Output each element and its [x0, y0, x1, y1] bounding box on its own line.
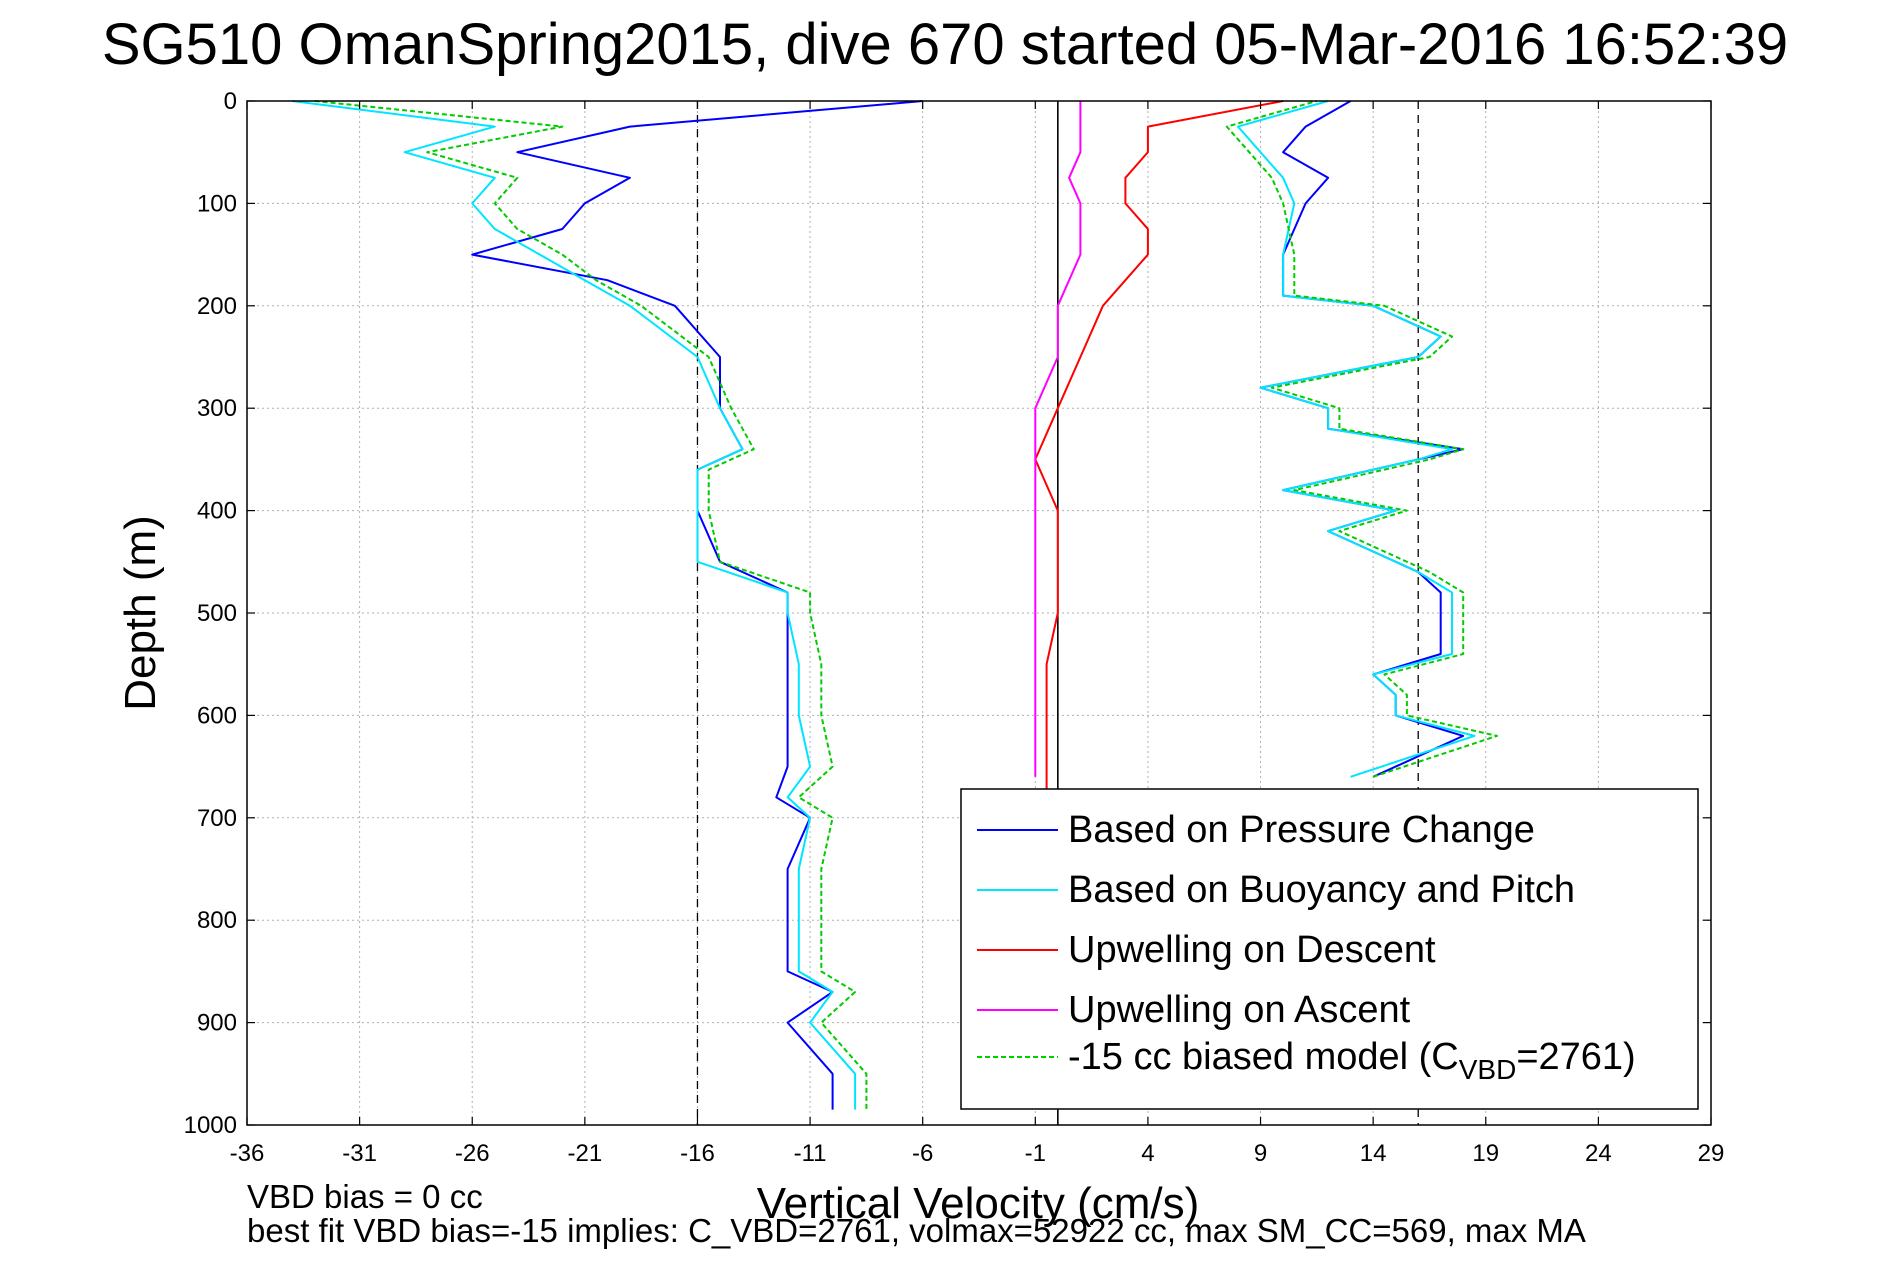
- x-tick-label: -21: [568, 1140, 603, 1167]
- y-tick-label: 1000: [184, 1112, 237, 1139]
- x-tick-label: 4: [1141, 1140, 1154, 1167]
- y-axis-ticks: 0 100 200 300 400 500 600 700 800 900 1000: [184, 88, 1711, 1139]
- footer-line-2: best fit VBD bias=-15 implies: C_VBD=276…: [247, 1212, 1586, 1249]
- legend-label: Based on Buoyancy and Pitch: [1068, 869, 1575, 911]
- y-tick-label: 900: [197, 1010, 237, 1037]
- legend-label-subscript: VBD: [1459, 1054, 1517, 1085]
- y-tick-label: 300: [197, 395, 237, 422]
- x-tick-label: -31: [342, 1140, 377, 1167]
- legend: Based on Pressure Change Based on Buoyanc…: [960, 788, 1699, 1110]
- x-tick-label: -36: [230, 1140, 265, 1167]
- series-line-based-on-buoyancy-and-pitch-descent: [291, 100, 857, 1110]
- y-axis-label: Depth (m): [116, 515, 165, 711]
- x-tick-label: -6: [912, 1140, 933, 1167]
- y-tick-label: 600: [197, 702, 237, 729]
- y-tick-label: 400: [197, 498, 237, 525]
- series-line-upwelling-on-descent-descent: [1034, 100, 1284, 798]
- legend-label: Upwelling on Descent: [1068, 929, 1436, 971]
- legend-label: Based on Pressure Change: [1068, 809, 1535, 851]
- y-tick-label: 500: [197, 600, 237, 627]
- x-tick-label: 9: [1254, 1140, 1267, 1167]
- x-axis-ticks: -36 -31 -26 -21 -16 -11 -6 -1 4 9 14 19 24 29: [230, 101, 1725, 1167]
- y-tick-label: 0: [224, 88, 237, 115]
- y-tick-label: 700: [197, 805, 237, 832]
- y-tick-label: 200: [197, 293, 237, 320]
- x-tick-label: 19: [1472, 1140, 1499, 1167]
- y-tick-label: 100: [197, 190, 237, 217]
- series-line-upwelling-on-ascent-ascent: [1034, 101, 1082, 777]
- legend-box: [960, 788, 1699, 1110]
- series-line-based-on-buoyancy-and-pitch-ascent: [1237, 100, 1476, 778]
- legend-label: Upwelling on Ascent: [1068, 989, 1411, 1031]
- x-tick-label: 24: [1585, 1140, 1612, 1167]
- series-line-15-cc-biased-model-c-ascent: [1225, 100, 1498, 778]
- footer-line-1: VBD bias = 0 cc: [247, 1178, 483, 1215]
- x-tick-label: 29: [1698, 1140, 1725, 1167]
- chart-title: SG510 OmanSpring2015, dive 670 started 0…: [102, 12, 1788, 77]
- legend-items: Based on Pressure Change Based on Buoyanc…: [977, 809, 1636, 1085]
- y-tick-label: 800: [197, 907, 237, 934]
- x-tick-label: 14: [1360, 1140, 1387, 1167]
- x-tick-label: -1: [1025, 1140, 1046, 1167]
- series-line-15-cc-biased-model-c-descent: [314, 100, 868, 1110]
- legend-label: -15 cc biased model (CVBD=2761): [1068, 1036, 1636, 1085]
- legend-label-tail: =2761): [1516, 1036, 1635, 1078]
- x-tick-label: -11: [794, 1140, 827, 1167]
- x-tick-label: -26: [455, 1140, 490, 1167]
- x-axis-label: Vertical Velocity (cm/s): [757, 1179, 1200, 1228]
- x-tick-label: -16: [680, 1140, 715, 1167]
- series-layer: [291, 100, 1498, 1110]
